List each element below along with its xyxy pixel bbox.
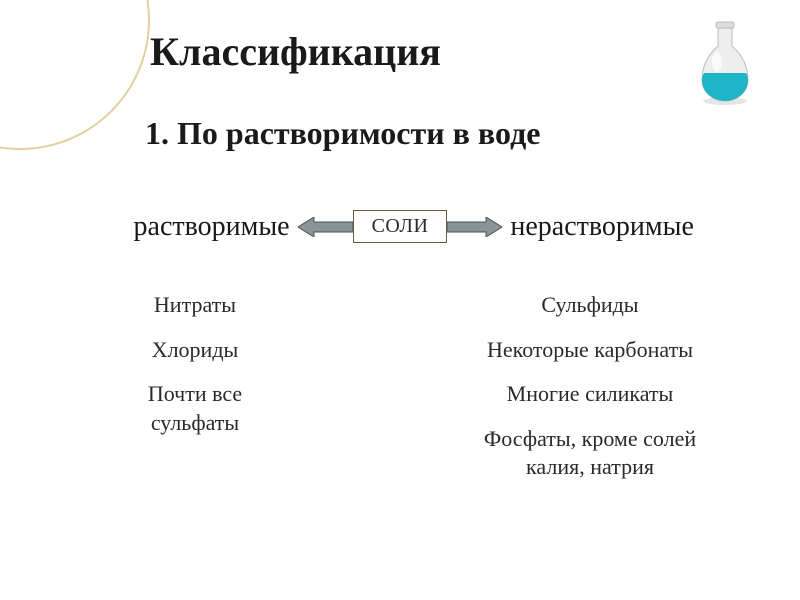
branch-diagram: растворимые СОЛИ нерастворимые: [0, 210, 800, 243]
list-item: Многие силикаты: [380, 380, 800, 409]
list-item: Сульфиды: [380, 291, 800, 320]
slide-subtitle: 1. По растворимости в воде: [145, 115, 540, 152]
branch-right-label: нерастворимые: [502, 211, 752, 243]
list-item: Почти все сульфаты: [10, 380, 380, 437]
list-item: Нитраты: [10, 291, 380, 320]
center-node: СОЛИ: [353, 210, 448, 243]
list-item: Фосфаты, кроме солей калия, натрия: [380, 425, 800, 482]
decorative-circle: [0, 0, 150, 150]
left-list: Нитраты Хлориды Почти все сульфаты: [0, 275, 380, 498]
arrow-left-icon: [298, 217, 353, 237]
flask-icon: [690, 18, 760, 108]
lists-container: Нитраты Хлориды Почти все сульфаты Сульф…: [0, 275, 800, 498]
arrow-right-icon: [447, 217, 502, 237]
list-item: Хлориды: [10, 336, 380, 365]
right-list: Сульфиды Некоторые карбонаты Многие сили…: [380, 275, 800, 498]
slide-title: Классификация: [150, 28, 441, 75]
branch-left-label: растворимые: [48, 211, 298, 243]
list-item: Некоторые карбонаты: [380, 336, 800, 365]
